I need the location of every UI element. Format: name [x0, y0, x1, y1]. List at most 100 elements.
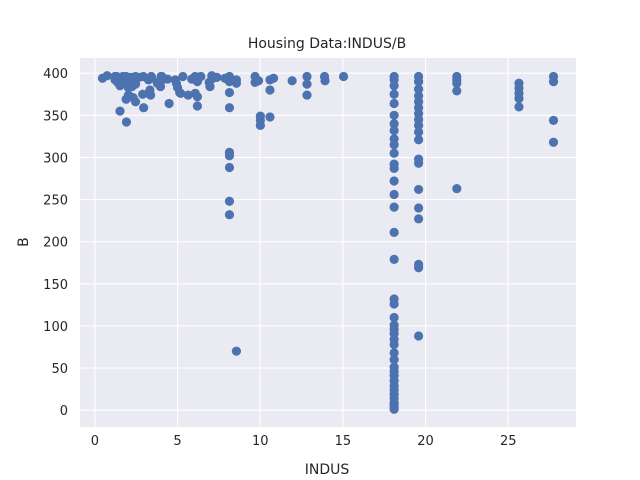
data-point [115, 106, 125, 116]
data-point [548, 115, 559, 125]
y-tick-label: 150 [43, 278, 68, 293]
y-tick-label: 350 [43, 109, 68, 124]
data-point [265, 112, 275, 122]
data-point [389, 148, 399, 158]
data-point [338, 71, 349, 82]
data-point [389, 89, 399, 99]
data-point [224, 196, 235, 206]
y-tick-label: 300 [43, 151, 68, 166]
data-point [164, 98, 174, 109]
data-point [389, 348, 399, 358]
data-point [389, 189, 399, 200]
y-tick-label: 400 [43, 67, 68, 82]
data-point [302, 79, 312, 89]
data-point [178, 71, 188, 82]
data-point [183, 90, 193, 100]
plot-area [80, 58, 576, 427]
data-point [192, 92, 202, 102]
data-point [452, 86, 462, 96]
data-point [121, 117, 132, 127]
data-point [389, 140, 399, 150]
data-point [414, 76, 424, 87]
data-point [253, 76, 264, 86]
data-point [389, 355, 399, 365]
data-point [176, 88, 186, 98]
data-point [514, 93, 524, 104]
data-point [414, 263, 424, 273]
y-tick-label: 0 [60, 404, 68, 419]
data-point [514, 102, 524, 112]
data-point [224, 103, 235, 113]
data-point [138, 89, 148, 99]
data-point [212, 72, 222, 82]
data-point [414, 158, 424, 168]
data-point [452, 78, 462, 88]
data-point [414, 120, 424, 130]
data-point [389, 404, 399, 414]
data-point [389, 312, 399, 323]
data-point [389, 176, 399, 186]
data-point [302, 90, 312, 100]
y-tick-labels: 0 50 100 150 200 250 300 350 400 [43, 67, 68, 419]
data-point [130, 79, 141, 89]
data-point [548, 137, 559, 147]
data-point [548, 76, 559, 87]
data-point [414, 84, 424, 94]
data-point [452, 183, 462, 194]
data-point [139, 103, 149, 113]
y-tick-label: 100 [43, 320, 68, 335]
x-tick-labels: 0 5 10 15 20 25 [91, 434, 517, 449]
data-point [102, 71, 112, 81]
y-tick-label: 50 [51, 362, 68, 377]
data-point [389, 81, 399, 91]
data-point [224, 162, 235, 173]
x-tick-label: 20 [417, 434, 434, 449]
y-axis-label: B [16, 237, 32, 247]
data-point [192, 101, 202, 111]
data-point [130, 97, 141, 107]
data-points [97, 71, 559, 414]
data-point [389, 202, 399, 212]
data-point [414, 127, 424, 137]
data-point [389, 227, 399, 237]
data-point [255, 115, 265, 125]
x-tick-label: 15 [335, 434, 352, 449]
chart-title: Housing Data:INDUS/B [248, 36, 406, 52]
data-point [414, 203, 424, 213]
data-point [205, 82, 215, 92]
data-point [389, 98, 399, 109]
data-point [287, 76, 297, 86]
data-point [231, 346, 242, 356]
x-tick-label: 5 [173, 434, 181, 449]
data-point [389, 299, 399, 309]
data-point [389, 339, 399, 350]
data-point [224, 151, 235, 161]
y-tick-label: 200 [43, 236, 68, 251]
data-point [389, 125, 399, 136]
data-point [414, 331, 424, 341]
data-point [414, 184, 424, 195]
data-point [320, 76, 330, 86]
y-tick-label: 250 [43, 194, 68, 209]
grid-lines [80, 58, 576, 427]
data-point [265, 85, 275, 95]
data-point [414, 135, 424, 145]
x-tick-label: 10 [252, 434, 269, 449]
data-point [224, 210, 235, 220]
x-axis-label: INDUS [305, 462, 350, 478]
data-point [389, 254, 399, 264]
data-point [231, 75, 242, 85]
data-point [224, 71, 235, 82]
x-tick-label: 25 [500, 434, 517, 449]
data-point [196, 71, 206, 82]
data-point [269, 73, 279, 83]
data-point [145, 90, 156, 100]
data-point [389, 110, 399, 120]
data-point [224, 87, 235, 98]
data-point [389, 119, 399, 129]
x-tick-label: 0 [91, 434, 99, 449]
data-point [414, 214, 424, 224]
data-point [389, 163, 399, 173]
data-point [162, 74, 173, 84]
